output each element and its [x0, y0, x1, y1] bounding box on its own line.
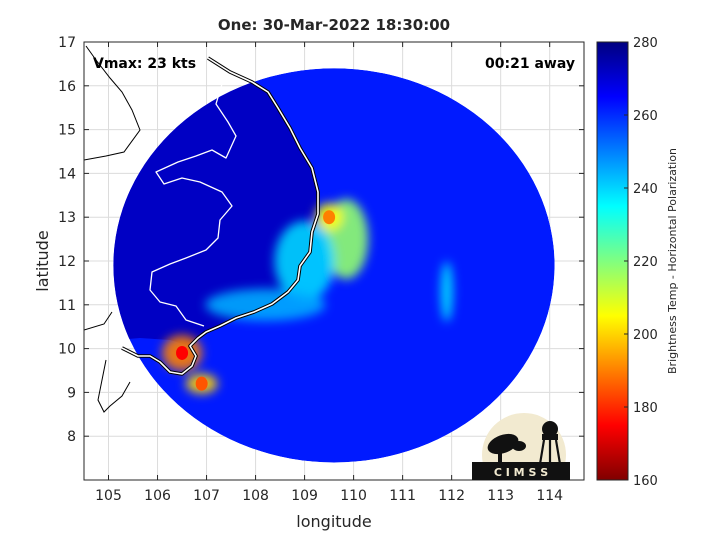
colorbar-tick-label: 260 — [633, 109, 658, 124]
mekong-delta-peak — [176, 345, 189, 360]
logo-text: C I M S S — [494, 466, 548, 479]
coastal-strip — [205, 288, 326, 321]
y-tick-labels: 8 9 10 11 12 13 14 15 16 17 — [58, 35, 76, 445]
colorbar-tick-label: 240 — [633, 182, 658, 197]
mekong-mouth-peak — [195, 376, 208, 391]
x-tick-labels: 105 106 107 108 109 110 111 112 113 114 — [95, 488, 563, 504]
y-tick-label: 15 — [58, 123, 76, 139]
y-tick-label: 9 — [67, 385, 76, 401]
x-tick-label: 106 — [144, 488, 171, 504]
border-line-black — [84, 45, 141, 161]
colorbar — [596, 41, 629, 481]
colorbar-tick-label: 160 — [633, 474, 658, 489]
y-tick-label: 11 — [58, 298, 76, 314]
x-tick-label: 111 — [389, 488, 416, 504]
y-tick-label: 10 — [58, 342, 76, 358]
colorbar-tick-label: 180 — [633, 401, 658, 416]
x-tick-label: 107 — [193, 488, 220, 504]
time-away-annotation: 00:21 away — [485, 56, 575, 72]
y-tick-label: 16 — [58, 79, 76, 95]
eastern-band — [440, 261, 453, 322]
coastline — [84, 45, 320, 413]
colorbar-ticks: 160 180 200 220 240 260 280 — [624, 36, 658, 489]
chart-title: One: 30-Mar-2022 18:30:00 — [218, 16, 450, 34]
logo-band — [472, 462, 570, 480]
y-tick-label: 17 — [58, 35, 76, 51]
colorbar-tick-label: 220 — [633, 255, 658, 270]
y-tick-label: 8 — [67, 429, 76, 445]
storm-band-north-peak — [323, 210, 336, 225]
x-tick-label: 113 — [487, 488, 514, 504]
colorbar-tick-label: 280 — [633, 36, 658, 51]
x-axis-label: longitude — [296, 512, 371, 531]
colorbar-label: Brightness Temp - Horizontal Polarizatio… — [666, 148, 679, 374]
y-tick-label: 14 — [58, 166, 76, 182]
x-tick-label: 109 — [291, 488, 318, 504]
x-tick-label: 110 — [340, 488, 367, 504]
vmax-annotation: Vmax: 23 kts — [93, 56, 196, 72]
x-tick-label: 105 — [95, 488, 122, 504]
colorbar-tick-label: 200 — [633, 328, 658, 343]
border-line-black-south — [84, 311, 131, 413]
satellite-dish-icon — [487, 433, 526, 462]
x-tick-label: 112 — [438, 488, 465, 504]
x-tick-label: 114 — [536, 488, 563, 504]
y-axis-label: latitude — [33, 230, 52, 291]
border-line — [149, 65, 237, 327]
y-tick-label: 13 — [58, 210, 76, 226]
cimss-logo: C I M S S — [472, 413, 570, 480]
water-tower-icon — [538, 421, 562, 465]
coastline-line — [121, 57, 319, 375]
x-tick-label: 108 — [242, 488, 269, 504]
y-tick-label: 12 — [58, 254, 76, 270]
